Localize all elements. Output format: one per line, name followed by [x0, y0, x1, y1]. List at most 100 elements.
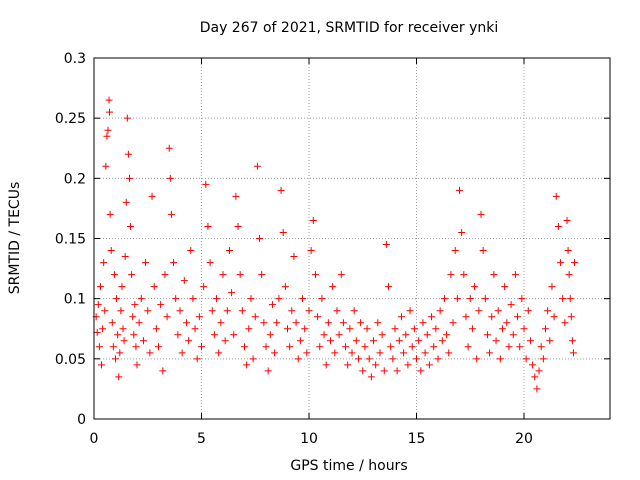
data-point	[445, 349, 453, 357]
data-point	[473, 355, 481, 363]
data-point	[279, 228, 287, 236]
data-point	[286, 343, 294, 351]
data-point	[322, 361, 330, 369]
data-point	[499, 325, 506, 333]
y-tick-label: 0.25	[55, 111, 86, 127]
data-point	[542, 325, 549, 333]
data-point	[402, 331, 410, 339]
data-point	[193, 355, 201, 363]
data-point	[105, 108, 113, 116]
data-point	[352, 337, 360, 345]
data-point	[163, 313, 171, 321]
data-point	[215, 349, 223, 357]
data-point	[142, 259, 150, 267]
data-point	[385, 283, 393, 291]
data-point	[333, 307, 341, 315]
data-point	[397, 313, 405, 321]
data-point	[221, 337, 229, 345]
data-point	[128, 271, 136, 279]
data-point	[299, 295, 307, 303]
data-point	[337, 271, 345, 279]
data-point	[108, 319, 116, 327]
data-point	[174, 331, 182, 339]
data-point	[290, 253, 298, 261]
data-point	[230, 331, 238, 339]
data-point	[413, 355, 420, 363]
data-point	[189, 295, 197, 303]
data-point	[526, 337, 534, 345]
data-point	[198, 343, 205, 351]
y-tick-label: 0.3	[64, 51, 86, 67]
data-point	[346, 325, 354, 333]
data-point	[301, 325, 309, 333]
y-tick-label: 0.15	[55, 232, 86, 248]
data-point	[348, 349, 356, 357]
data-point	[400, 349, 408, 357]
data-point	[249, 355, 257, 363]
data-point	[488, 313, 496, 321]
data-point	[492, 337, 500, 345]
data-point	[118, 283, 126, 291]
data-point	[449, 319, 457, 327]
data-point	[389, 355, 397, 363]
data-point	[232, 192, 240, 200]
data-point	[329, 283, 337, 291]
data-point	[309, 216, 317, 224]
data-point	[533, 385, 541, 393]
data-point	[133, 361, 141, 369]
data-point	[566, 295, 574, 303]
data-point	[311, 271, 319, 279]
data-point	[393, 367, 401, 375]
data-point	[219, 271, 227, 279]
data-point	[94, 301, 102, 309]
data-point	[331, 349, 339, 357]
data-point	[516, 343, 524, 351]
data-point	[477, 210, 485, 218]
data-point	[191, 325, 199, 333]
data-point	[172, 295, 180, 303]
data-point	[121, 253, 129, 261]
data-point	[135, 319, 143, 327]
data-point	[520, 325, 528, 333]
data-point	[535, 367, 543, 375]
x-axis-label: GPS time / hours	[290, 458, 407, 474]
data-point	[157, 301, 165, 309]
data-point	[514, 313, 522, 321]
data-point	[119, 325, 127, 333]
data-point	[294, 355, 302, 363]
data-point	[354, 355, 362, 363]
data-point	[238, 307, 246, 315]
data-point	[552, 192, 560, 200]
data-point	[281, 283, 289, 291]
data-point	[262, 343, 270, 351]
data-point	[511, 271, 519, 279]
data-point	[104, 126, 112, 134]
data-point	[339, 319, 347, 327]
data-point	[103, 132, 111, 140]
data-point	[115, 373, 123, 381]
data-point	[557, 259, 565, 267]
data-point	[563, 216, 571, 224]
data-point	[155, 343, 162, 351]
data-point	[314, 313, 322, 321]
data-point	[253, 162, 261, 170]
data-point	[102, 162, 110, 170]
data-point	[116, 349, 124, 357]
data-point	[127, 222, 135, 230]
data-point	[206, 259, 214, 267]
data-point	[129, 313, 137, 321]
data-point	[275, 295, 283, 303]
data-point	[382, 241, 390, 249]
y-axis-ticks: 0 0.05 0.1 0.15 0.2 0.25 0.3	[55, 51, 610, 428]
data-point	[464, 343, 472, 351]
data-point	[507, 301, 515, 309]
data-point	[277, 186, 285, 194]
data-point	[546, 337, 554, 345]
data-point	[130, 331, 138, 339]
data-point	[468, 325, 476, 333]
data-point	[125, 174, 133, 182]
data-point	[335, 331, 343, 339]
data-point	[443, 331, 451, 339]
data-point	[107, 247, 115, 255]
data-point	[501, 283, 509, 291]
